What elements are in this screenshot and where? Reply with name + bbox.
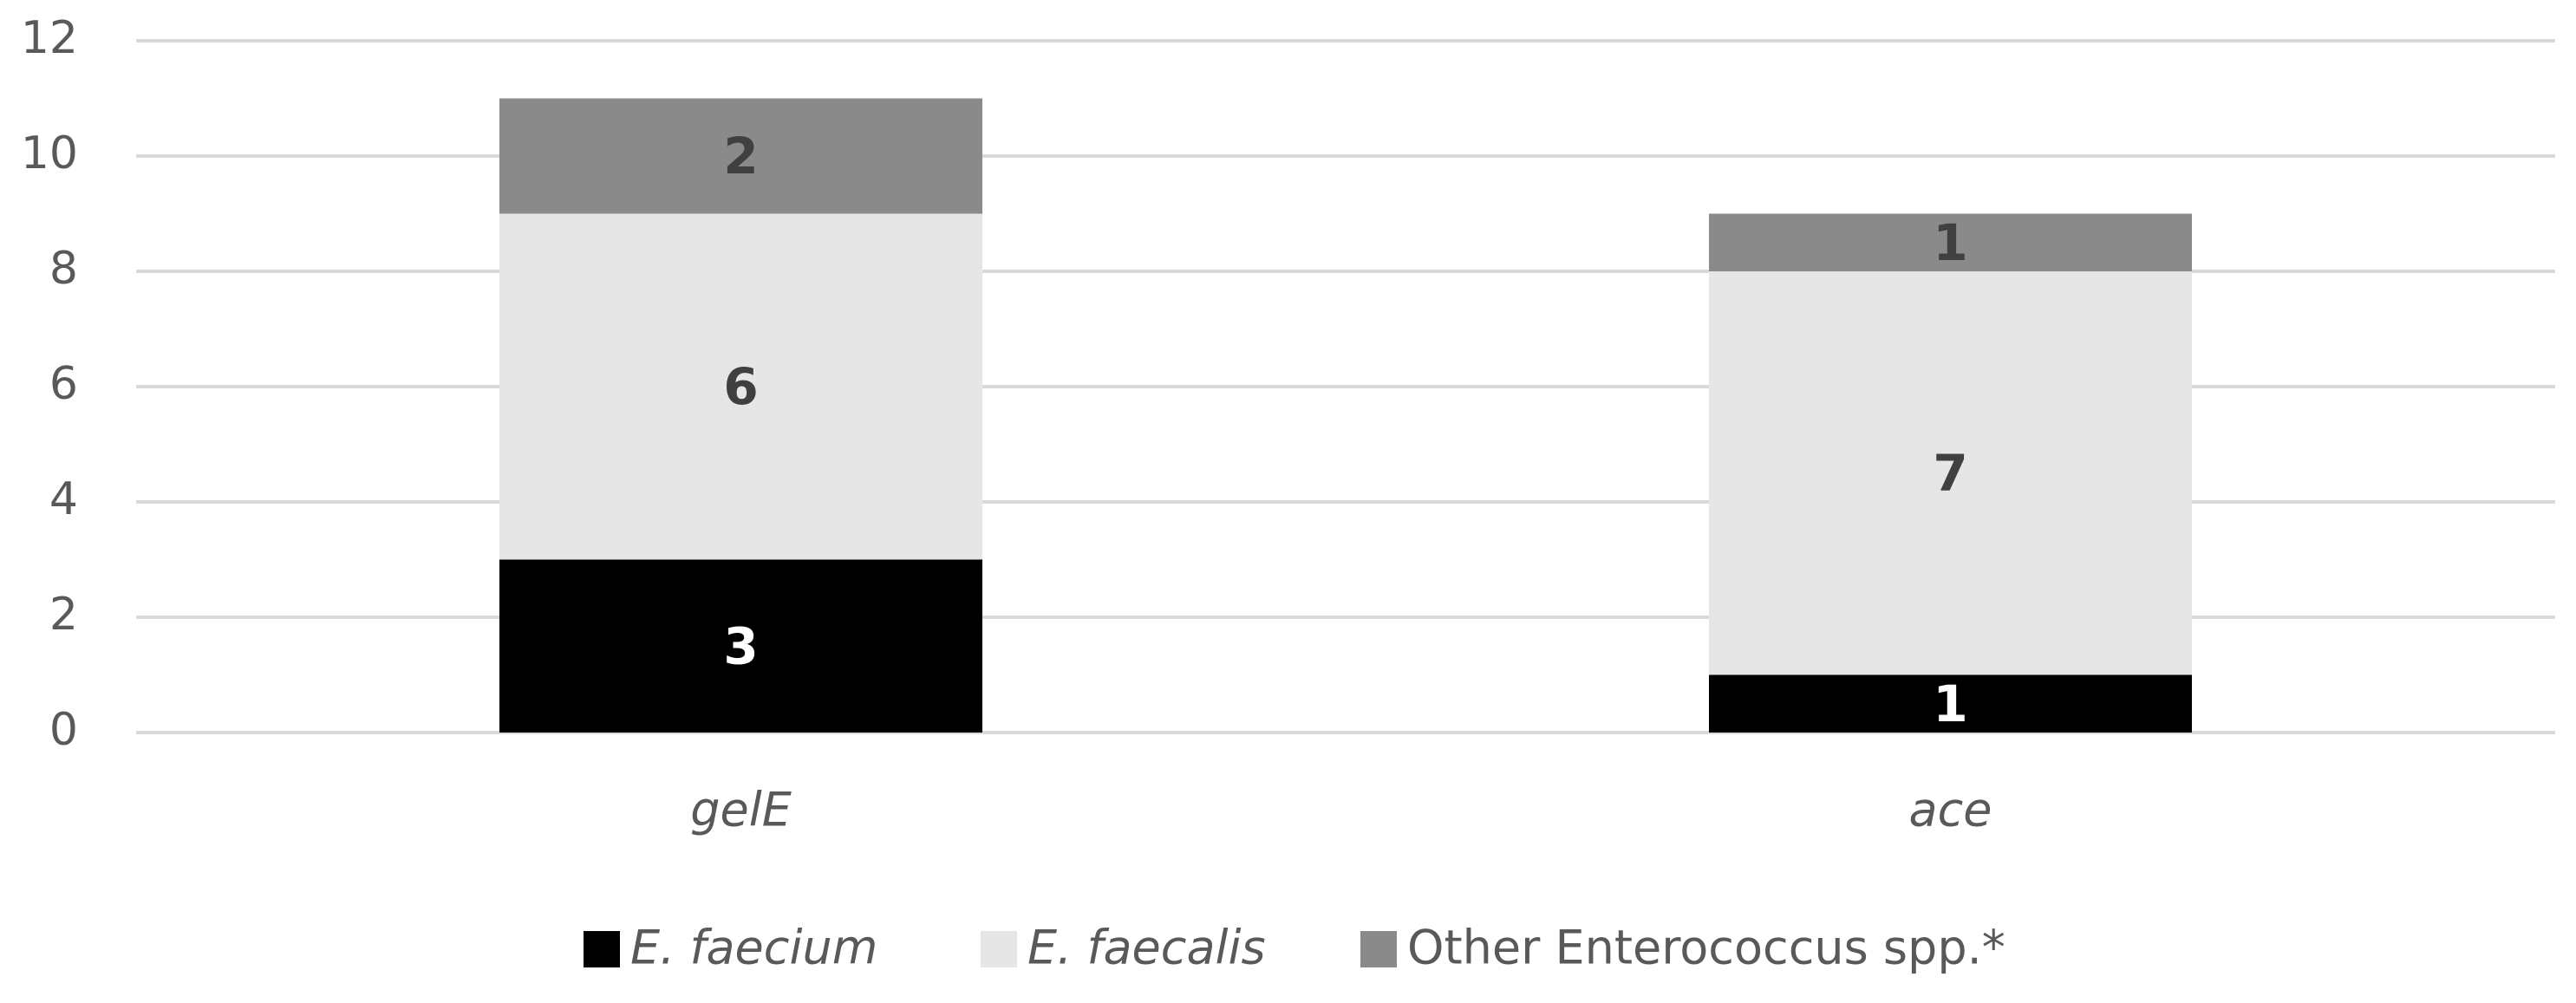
data-label: 1 [1933,213,1967,272]
data-label: 1 [1933,674,1967,733]
legend-label: Other Enterococcus spp.* [1407,921,2005,975]
legend-label: E. faecium [630,921,877,975]
y-tick-label: 10 [21,127,78,179]
bar-segment [499,559,982,733]
bar-segment [1709,674,2192,733]
legend-swatch [1360,931,1397,967]
data-label: 7 [1933,444,1967,503]
y-tick-label: 12 [21,12,78,64]
y-tick-label: 4 [49,473,78,525]
legend-swatch [981,931,1017,967]
legend-swatch [584,931,620,967]
x-tick-label: ace [1908,783,1992,837]
y-tick-label: 6 [49,358,78,410]
data-label: 3 [723,616,758,675]
bar-segment [1709,271,2192,675]
legend-label: E. faecalis [1027,921,1266,975]
data-label: 6 [723,357,758,416]
y-tick-label: 2 [49,589,78,641]
y-tick-label: 8 [49,243,78,295]
bar-segment [499,98,982,214]
x-tick-label: gelE [690,783,792,837]
data-label: 2 [723,127,758,186]
y-tick-label: 0 [49,704,78,756]
bar-segment [499,213,982,560]
bar-segment [1709,213,2192,271]
